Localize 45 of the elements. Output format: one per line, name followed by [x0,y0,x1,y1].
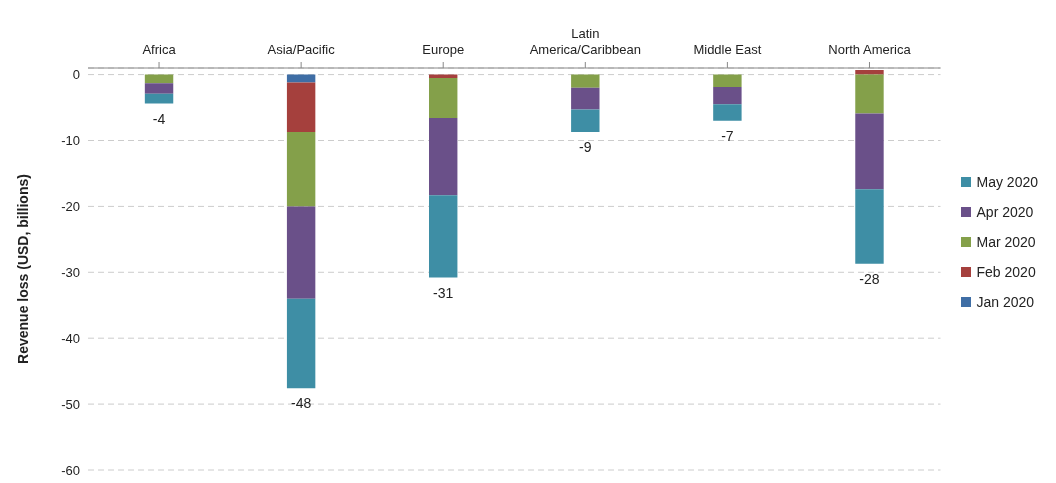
bar [713,87,742,105]
bar [429,77,458,119]
bar [855,113,884,190]
bar [286,82,316,132]
y-tick-label: -60 [61,462,80,478]
bar [429,195,458,278]
bar [855,74,884,114]
y-tick-label: -20 [61,199,80,215]
total-label: -7 [721,127,734,144]
legend-label: May 2020 [976,173,1038,190]
bar [286,298,316,389]
legend-label: Apr 2020 [976,203,1034,220]
bar [144,74,174,84]
legend-label: Mar 2020 [976,233,1036,250]
bar [713,74,742,88]
total-label: -48 [291,395,312,412]
x-tick-label: Asia/Pacific [267,42,336,57]
y-tick-label: -50 [61,396,80,412]
total-label: -31 [433,284,454,301]
x-tick-label: North America [828,42,912,57]
bar [855,189,884,264]
total-label: -9 [579,138,592,155]
bar [286,131,316,207]
bar [429,118,458,196]
y-tick-label: -40 [61,330,80,346]
bar [855,69,884,75]
y-axis-title: Revenue loss (USD, billions) [14,174,31,364]
x-tick-label: Latin America/Caribbean [529,26,641,57]
x-tick-label: Africa [142,42,177,57]
legend-label: Jan 2020 [976,293,1035,310]
y-tick-label: 0 [72,67,80,83]
bar [144,93,174,104]
y-tick-label: -10 [61,133,80,149]
y-tick-label: -30 [61,264,80,280]
bar [571,109,600,132]
bar [571,74,600,88]
bar [571,87,600,110]
x-tick-label: Europe [422,42,465,57]
bar [144,83,174,94]
bar [713,104,742,121]
bar [286,206,316,299]
total-label: -4 [152,110,166,127]
x-tick-label: Middle East [693,42,762,57]
total-label: -28 [859,270,880,287]
legend-label: Feb 2020 [976,263,1036,280]
